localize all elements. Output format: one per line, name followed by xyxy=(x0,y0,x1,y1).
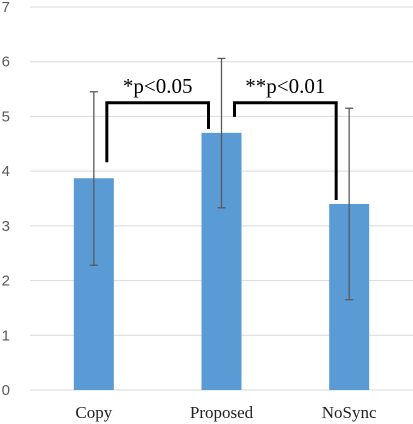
significance-label: *p<0.05 xyxy=(123,74,193,98)
y-tick-label: 2 xyxy=(2,273,10,290)
x-axis-labels: Copy Proposed NoSync xyxy=(75,403,377,422)
x-tick-label: Copy xyxy=(75,403,112,422)
bracket-line xyxy=(233,101,338,200)
error-bar xyxy=(345,107,354,301)
error-bar xyxy=(89,91,98,266)
y-tick-label: 0 xyxy=(2,382,10,399)
x-tick-label: Proposed xyxy=(190,403,254,422)
error-bars xyxy=(89,57,354,301)
error-bar xyxy=(217,57,226,209)
bars xyxy=(73,132,370,391)
significance-annotations: *p<0.05 **p<0.01 xyxy=(105,74,338,200)
x-tick-label: NoSync xyxy=(322,403,377,422)
bracket-line xyxy=(105,101,210,163)
y-axis-ticks: 0 1 2 3 4 5 6 7 xyxy=(2,0,10,399)
significance-bracket: *p<0.05 xyxy=(105,74,210,163)
y-tick-label: 7 xyxy=(2,0,10,16)
y-tick-label: 4 xyxy=(2,163,10,180)
y-tick-label: 3 xyxy=(2,218,10,235)
y-tick-label: 6 xyxy=(2,54,10,71)
y-tick-label: 5 xyxy=(2,108,10,125)
significance-label: **p<0.01 xyxy=(245,74,325,98)
y-tick-label: 1 xyxy=(2,327,10,344)
significance-bracket: **p<0.01 xyxy=(233,74,338,200)
